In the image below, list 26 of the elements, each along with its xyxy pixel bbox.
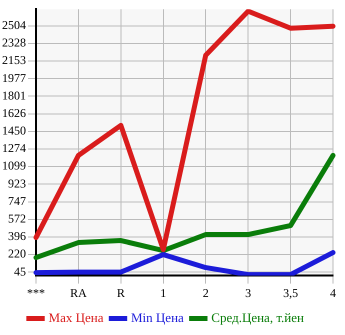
x-tick-label: 3,5	[283, 286, 298, 300]
y-tick-label: 1099	[2, 158, 26, 173]
y-tick-label: 45	[14, 264, 26, 278]
legend-label: Min Цена	[131, 310, 184, 325]
x-tick-label: 1	[160, 286, 166, 300]
y-tick-label: 396	[8, 229, 26, 244]
x-tick-label: 4	[330, 286, 336, 300]
y-tick-label: 1801	[2, 88, 26, 102]
y-tick-label: 1450	[2, 124, 26, 138]
y-tick-label: 1977	[2, 70, 26, 85]
legend-label: Сред.Цена, т.йен	[211, 310, 304, 325]
y-tick-label: 1274	[2, 141, 26, 156]
y-tick-label: 2153	[2, 53, 26, 68]
y-tick-label: 1626	[2, 106, 26, 120]
y-tick-label: 220	[8, 246, 26, 261]
x-tick-label: R	[116, 286, 125, 300]
y-tick-label: 923	[8, 176, 26, 190]
y-tick-label: 2504	[2, 18, 26, 32]
x-tick-label: 3	[245, 286, 252, 300]
x-tick-label: ***	[27, 286, 45, 300]
legend-label: Max Цена	[48, 310, 104, 325]
x-tick-label: RA	[70, 286, 88, 300]
y-tick-label: 747	[8, 194, 26, 208]
y-tick-label: 2328	[2, 36, 26, 50]
x-tick-label: 2	[202, 286, 209, 300]
y-tick-label: 572	[8, 211, 26, 226]
